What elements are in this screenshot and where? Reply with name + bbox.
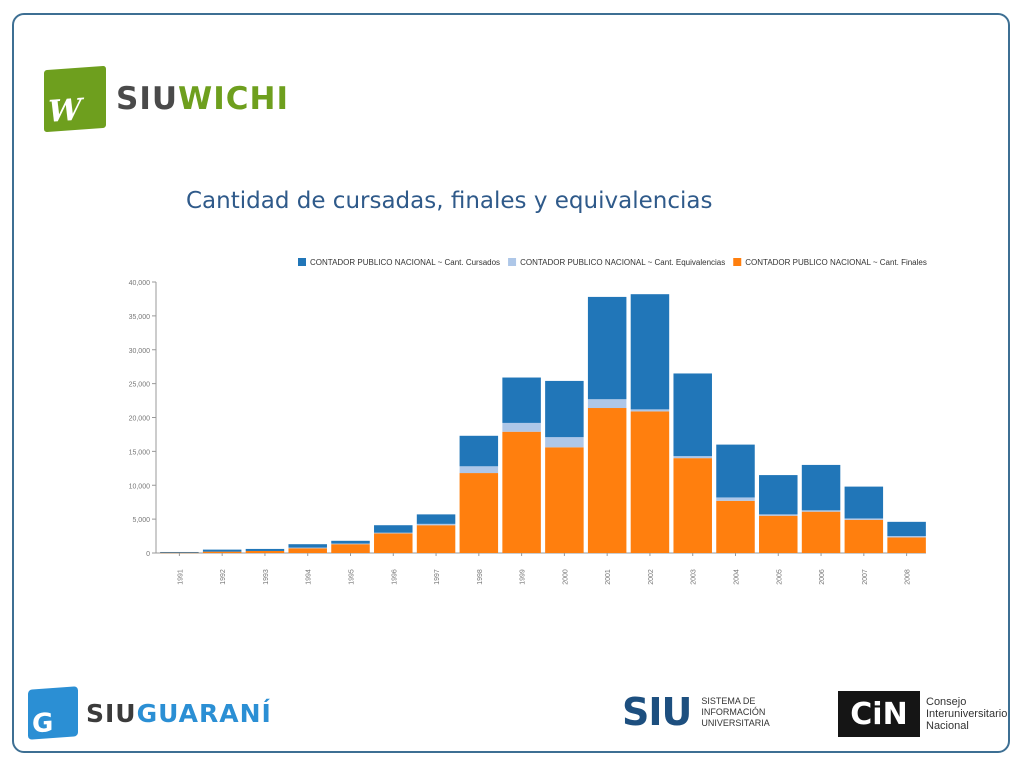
- bar-segment: [545, 437, 584, 448]
- legend-swatch: [298, 258, 306, 266]
- bar-segment: [673, 458, 712, 553]
- bar-segment: [630, 411, 670, 553]
- slide-frame: [12, 13, 1010, 753]
- x-tick-label: 2004: [734, 569, 741, 585]
- y-tick-label: 40,000: [129, 280, 151, 287]
- bar-segment: [545, 380, 584, 438]
- x-tick-label: 2000: [562, 569, 569, 585]
- bar-segment: [288, 547, 327, 549]
- bar-segment: [759, 475, 798, 515]
- y-tick-label: 5,000: [132, 517, 150, 524]
- siu-text: SISTEMA DE INFORMACIÓN UNIVERSITARIA: [701, 695, 770, 728]
- bar-segment: [245, 548, 285, 551]
- bar-segment: [202, 549, 242, 552]
- bar-segment: [801, 511, 841, 553]
- y-tick-label: 35,000: [129, 314, 151, 321]
- bar-segment: [716, 497, 755, 501]
- x-tick-label: 2006: [819, 569, 826, 585]
- siu-logo: SIU SISTEMA DE INFORMACIÓN UNIVERSITARIA: [622, 690, 821, 734]
- bar-segment: [331, 543, 370, 545]
- y-tick-label: 20,000: [129, 416, 151, 423]
- bar-segment: [502, 422, 541, 432]
- bar-segment: [587, 408, 627, 553]
- bar-segment: [160, 552, 199, 554]
- x-tick-label: 1993: [263, 569, 270, 585]
- stacked-bar-chart: CONTADOR PUBLICO NACIONAL ~ Cant. Cursad…: [129, 258, 927, 585]
- bar-segment: [459, 466, 499, 474]
- bar-segment: [545, 447, 584, 553]
- x-tick-label: 2008: [905, 569, 912, 585]
- cin-mark-icon: CiN: [838, 691, 920, 737]
- y-tick-label: 0: [146, 551, 150, 558]
- bar-segment: [331, 544, 370, 553]
- bar-segment: [202, 551, 242, 553]
- cin-text: Consejo Interuniversitario Nacional: [926, 696, 1008, 732]
- legend-label: CONTADOR PUBLICO NACIONAL ~ Cant. Cursad…: [310, 258, 500, 267]
- bar-segment: [374, 533, 413, 553]
- x-tick-label: 2002: [648, 569, 655, 585]
- bar-segment: [844, 486, 884, 519]
- siuwichi-wordmark: SIUWICHI: [116, 81, 290, 117]
- bar-segment: [759, 515, 798, 553]
- legend-label: CONTADOR PUBLICO NACIONAL ~ Cant. Finale…: [745, 258, 927, 267]
- siuwichi-mark-icon: W: [44, 65, 106, 133]
- siuguarani-mark-icon: G: [28, 686, 78, 740]
- bar-segment: [759, 514, 798, 516]
- bar-segment: [374, 532, 413, 534]
- bar-segment: [331, 540, 370, 544]
- siuguarani-wordmark: SIUGUARANÍ: [86, 698, 272, 728]
- bar-segment: [630, 294, 670, 410]
- bar-segment: [502, 377, 541, 423]
- x-tick-label: 1998: [477, 569, 484, 585]
- bar-segment: [801, 510, 841, 512]
- legend-label: CONTADOR PUBLICO NACIONAL ~ Cant. Equiva…: [520, 258, 725, 267]
- legend-swatch: [508, 258, 517, 266]
- bar-segment: [374, 525, 413, 533]
- y-tick-label: 30,000: [129, 348, 151, 355]
- bar-segment: [416, 525, 456, 553]
- x-tick-label: 1994: [306, 569, 313, 585]
- siu-mark-icon: SIU: [622, 690, 692, 734]
- y-tick-label: 15,000: [129, 449, 151, 456]
- bar-segment: [587, 296, 627, 400]
- bar-segment: [288, 548, 327, 553]
- bar-segment: [502, 431, 541, 553]
- x-tick-label: 1996: [391, 569, 398, 585]
- siuguarani-logo: G SIUGUARANÍ: [28, 686, 272, 740]
- bar-segment: [587, 399, 627, 409]
- bar-segment: [160, 551, 199, 553]
- bar-segment: [630, 409, 670, 412]
- bar-segment: [887, 536, 926, 538]
- x-tick-label: 1997: [434, 569, 441, 585]
- x-tick-label: 1999: [520, 569, 527, 585]
- x-tick-label: 1995: [349, 569, 356, 585]
- y-tick-label: 10,000: [129, 483, 151, 490]
- x-tick-label: 1991: [177, 569, 184, 585]
- x-tick-label: 1992: [220, 569, 227, 585]
- bar-segment: [459, 473, 499, 553]
- bar-segment: [288, 544, 327, 548]
- cin-logo: CiN Consejo Interuniversitario Nacional: [838, 691, 1016, 737]
- x-tick-label: 2007: [862, 569, 869, 585]
- bar-segment: [716, 500, 755, 553]
- x-tick-label: 2003: [691, 569, 698, 585]
- siuwichi-logo: W SIUWICHI: [44, 65, 290, 133]
- bar-segment: [459, 435, 499, 467]
- bar-segment: [887, 537, 926, 553]
- bar-segment: [716, 444, 755, 498]
- bar-segment: [801, 464, 841, 511]
- bar-segment: [887, 521, 926, 537]
- chart-title: Cantidad de cursadas, finales y equivale…: [186, 188, 713, 214]
- bar-segment: [673, 373, 712, 457]
- bar-segment: [844, 519, 884, 553]
- bar-segment: [673, 456, 712, 459]
- bar-segment: [245, 550, 285, 553]
- bar-segment: [416, 514, 456, 524]
- legend-swatch: [733, 258, 742, 266]
- x-tick-label: 2005: [776, 569, 783, 585]
- bar-segment: [844, 518, 884, 520]
- y-tick-label: 25,000: [129, 382, 151, 389]
- x-tick-label: 2001: [605, 569, 612, 585]
- bar-segment: [416, 523, 456, 526]
